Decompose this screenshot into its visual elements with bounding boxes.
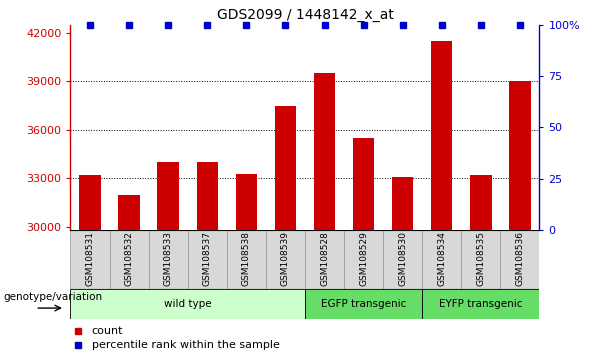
Text: percentile rank within the sample: percentile rank within the sample <box>91 340 280 350</box>
Text: GSM108539: GSM108539 <box>281 231 290 286</box>
Bar <box>266 230 305 289</box>
Text: GSM108530: GSM108530 <box>398 231 407 286</box>
Bar <box>422 289 539 319</box>
Bar <box>431 41 452 230</box>
Bar <box>500 230 539 289</box>
Bar <box>158 162 179 230</box>
Bar <box>235 173 257 230</box>
Bar <box>305 289 422 319</box>
Title: GDS2099 / 1448142_x_at: GDS2099 / 1448142_x_at <box>216 8 394 22</box>
Bar <box>462 230 500 289</box>
Bar <box>392 177 413 230</box>
Bar <box>470 175 492 230</box>
Text: wild type: wild type <box>164 298 211 309</box>
Bar <box>227 230 266 289</box>
Bar <box>275 105 296 230</box>
Text: GSM108538: GSM108538 <box>242 231 251 286</box>
Bar <box>79 175 101 230</box>
Bar <box>422 230 462 289</box>
Text: GSM108532: GSM108532 <box>124 231 134 286</box>
Text: EGFP transgenic: EGFP transgenic <box>321 298 406 309</box>
Bar <box>344 230 383 289</box>
Bar <box>70 289 305 319</box>
Bar <box>305 230 344 289</box>
Bar <box>149 230 188 289</box>
Bar <box>188 230 227 289</box>
Text: EYFP transgenic: EYFP transgenic <box>439 298 522 309</box>
Bar <box>509 81 531 230</box>
Text: GSM108537: GSM108537 <box>203 231 211 286</box>
Bar <box>197 162 218 230</box>
Bar <box>353 138 375 230</box>
Bar <box>314 73 335 230</box>
Bar <box>110 230 149 289</box>
Text: GSM108534: GSM108534 <box>437 231 446 286</box>
Bar <box>118 195 140 230</box>
Text: GSM108536: GSM108536 <box>516 231 524 286</box>
Text: count: count <box>91 326 123 336</box>
Text: GSM108529: GSM108529 <box>359 231 368 286</box>
Text: GSM108535: GSM108535 <box>476 231 485 286</box>
Bar <box>383 230 422 289</box>
Text: genotype/variation: genotype/variation <box>4 292 102 302</box>
Text: GSM108528: GSM108528 <box>320 231 329 286</box>
Text: GSM108531: GSM108531 <box>86 231 94 286</box>
Text: GSM108533: GSM108533 <box>164 231 173 286</box>
Bar <box>70 230 110 289</box>
